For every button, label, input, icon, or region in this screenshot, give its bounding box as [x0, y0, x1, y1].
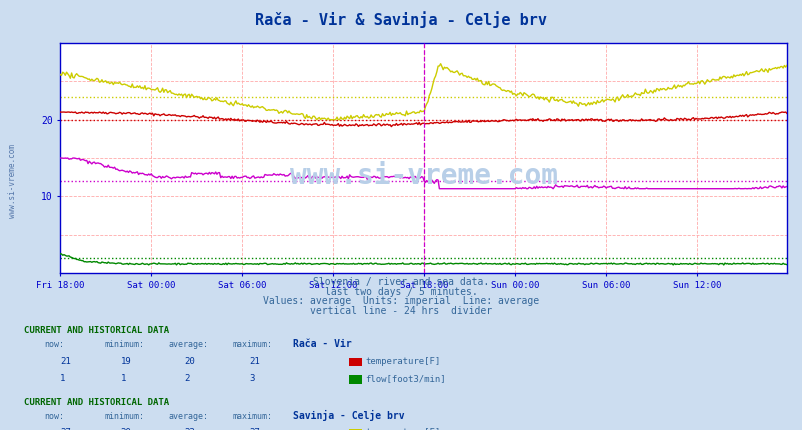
Text: www.si-vreme.com: www.si-vreme.com: [290, 163, 557, 190]
Text: Rača - Vir & Savinja - Celje brv: Rača - Vir & Savinja - Celje brv: [255, 11, 547, 28]
Text: 27: 27: [249, 428, 259, 430]
Text: temperature[F]: temperature[F]: [365, 428, 440, 430]
Text: vertical line - 24 hrs  divider: vertical line - 24 hrs divider: [310, 306, 492, 316]
Text: 19: 19: [120, 357, 131, 366]
Text: 2: 2: [184, 374, 190, 383]
Text: CURRENT AND HISTORICAL DATA: CURRENT AND HISTORICAL DATA: [24, 398, 169, 407]
Text: www.si-vreme.com: www.si-vreme.com: [8, 144, 17, 218]
Text: Rača - Vir: Rača - Vir: [293, 339, 351, 350]
Text: 23: 23: [184, 428, 195, 430]
Text: Values: average  Units: imperial  Line: average: Values: average Units: imperial Line: av…: [263, 296, 539, 306]
Text: now:: now:: [44, 341, 64, 350]
Text: maximum:: maximum:: [233, 341, 273, 350]
Text: 27: 27: [60, 428, 71, 430]
Text: Slovenia / river and sea data.: Slovenia / river and sea data.: [313, 277, 489, 287]
Text: minimum:: minimum:: [104, 341, 144, 350]
Text: temperature[F]: temperature[F]: [365, 357, 440, 366]
Text: 21: 21: [249, 357, 259, 366]
Text: flow[foot3/min]: flow[foot3/min]: [365, 374, 445, 383]
Text: average:: average:: [168, 412, 209, 421]
Text: average:: average:: [168, 341, 209, 350]
Text: Savinja - Celje brv: Savinja - Celje brv: [293, 410, 404, 421]
Text: last two days / 5 minutes.: last two days / 5 minutes.: [325, 287, 477, 297]
Text: 1: 1: [60, 374, 66, 383]
Text: now:: now:: [44, 412, 64, 421]
Text: maximum:: maximum:: [233, 412, 273, 421]
Text: 20: 20: [184, 357, 195, 366]
Text: 1: 1: [120, 374, 126, 383]
Text: minimum:: minimum:: [104, 412, 144, 421]
Text: 20: 20: [120, 428, 131, 430]
Text: 21: 21: [60, 357, 71, 366]
Text: CURRENT AND HISTORICAL DATA: CURRENT AND HISTORICAL DATA: [24, 326, 169, 335]
Text: 3: 3: [249, 374, 254, 383]
